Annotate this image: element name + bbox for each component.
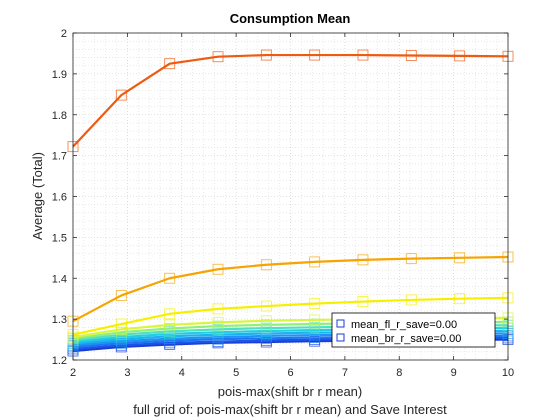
x-tick-label: 10: [502, 367, 514, 379]
y-tick-label: 1.7: [52, 151, 67, 163]
series-11-marker: [115, 289, 127, 301]
series-10-marker: [212, 303, 224, 315]
series-12-marker: [357, 49, 369, 61]
y-tick-label: 1.9: [52, 69, 67, 81]
y-tick-label: 1.3: [52, 314, 67, 326]
legend: mean_fl_r_save=0.00 mean_br_r_save=0.00: [331, 312, 496, 348]
x-tick-label: 3: [124, 367, 130, 379]
series-10-marker: [115, 318, 127, 330]
series-11-marker: [309, 256, 321, 268]
x-tick-label: 9: [451, 367, 457, 379]
x-tick-label: 5: [233, 367, 239, 379]
series-line-12: [72, 53, 509, 148]
series-10-marker: [164, 308, 176, 320]
y-tick-label: 2: [61, 28, 67, 40]
x-axis-sublabel: full grid of: pois-max(shift br r mean) …: [133, 402, 447, 417]
legend-label-1: mean_fl_r_save=0.00: [351, 319, 457, 331]
chart-title: Consumption Mean: [230, 11, 351, 26]
series-line-11: [72, 255, 509, 323]
series-10-marker: [309, 298, 321, 310]
series-10-marker: [454, 293, 466, 305]
x-tick-label: 8: [396, 367, 402, 379]
series-line-10: [72, 296, 509, 336]
series-12-marker: [164, 58, 176, 70]
x-tick-label: 7: [342, 367, 348, 379]
series-9-marker: [164, 319, 176, 331]
series-12-marker: [309, 49, 321, 61]
series-10-marker: [260, 300, 272, 312]
legend-marker-2: [336, 333, 345, 342]
x-tick-label: 2: [70, 367, 76, 379]
legend-box: [331, 312, 496, 348]
series-11-marker: [405, 253, 417, 265]
x-axis-label: pois-max(shift br r mean): [218, 384, 362, 399]
x-tick-label: 6: [287, 367, 293, 379]
ticks: 2 3 4 5 6 7 8 9 10 1.2 1.3 1.4 1.5 1.6 1.7 1.8 1.9 2: [52, 28, 514, 379]
y-tick-label: 1.2: [52, 355, 67, 367]
series-9-marker: [260, 315, 272, 327]
series-11-marker: [212, 263, 224, 275]
y-tick-label: 1.4: [52, 273, 67, 285]
series-12-marker: [405, 50, 417, 61]
series-11-marker: [164, 272, 176, 284]
y-axis-label: Average (Total): [30, 152, 45, 240]
series-12-marker: [212, 51, 224, 63]
series-11-marker: [357, 254, 369, 266]
series-11-marker: [260, 259, 272, 271]
series-12-marker: [454, 50, 466, 62]
series-12-marker: [115, 89, 127, 101]
series-10-marker: [357, 296, 369, 307]
series-12-marker: [260, 49, 272, 61]
y-tick-label: 1.8: [52, 110, 67, 122]
series-9-marker: [212, 316, 224, 328]
series-9-marker: [309, 314, 321, 326]
series-10-marker: [405, 294, 417, 306]
x-tick-label: 4: [179, 367, 185, 379]
y-tick-label: 1.6: [52, 192, 67, 204]
y-tick-label: 1.5: [52, 232, 67, 244]
series-11-marker: [454, 252, 466, 264]
legend-marker-1: [336, 319, 345, 328]
legend-label-2: mean_br_r_save=0.00: [351, 333, 461, 345]
